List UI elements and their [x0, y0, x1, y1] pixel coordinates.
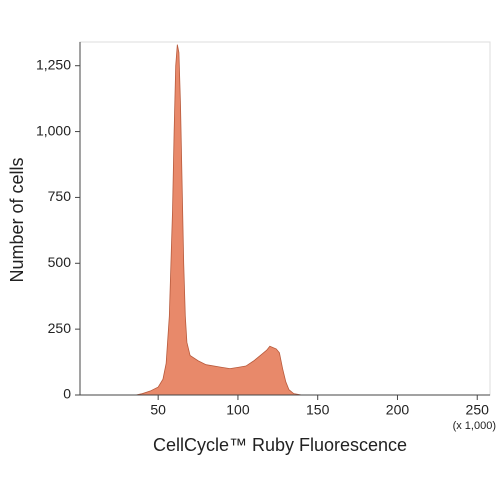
y-tick-label: 1,000: [36, 122, 71, 138]
x-tick-label: 150: [306, 402, 330, 418]
histogram-area: [135, 44, 302, 396]
plot-frame: [79, 41, 491, 396]
x-axis-note: (x 1,000): [453, 420, 496, 432]
x-axis-title: CellCycle™ Ruby Fluorescence: [153, 435, 407, 455]
y-tick-label: 500: [48, 254, 72, 270]
y-tick-label: 250: [48, 320, 72, 336]
y-axis-title: Number of cells: [7, 157, 27, 282]
x-tick-label: 100: [226, 402, 250, 418]
y-tick-label: 750: [48, 188, 72, 204]
x-tick-label: 250: [466, 402, 490, 418]
y-tick-label: 1,250: [36, 56, 71, 72]
x-tick-label: 50: [150, 402, 166, 418]
y-tick-label: 0: [63, 386, 71, 402]
x-tick-label: 200: [386, 402, 410, 418]
